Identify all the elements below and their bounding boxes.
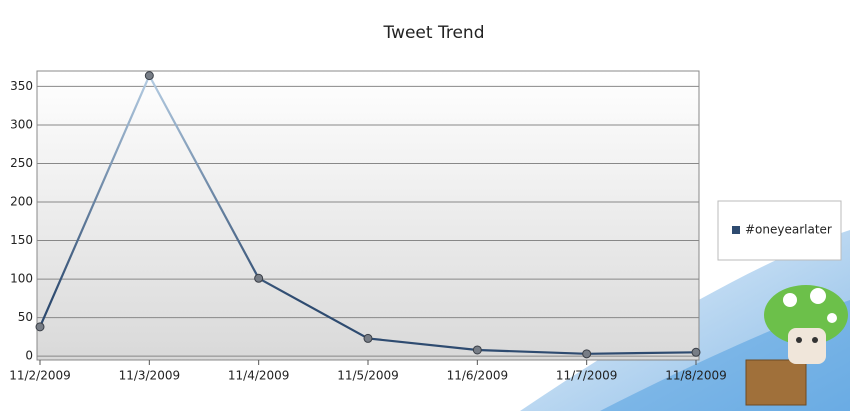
chart-title: Tweet Trend [383, 23, 485, 43]
x-tick-label: 11/7/2009 [556, 369, 618, 383]
x-tick-label: 11/3/2009 [119, 369, 181, 383]
point [691, 347, 701, 357]
legend-marker [732, 226, 740, 234]
y-tick-label: 50 [18, 310, 33, 324]
point [363, 333, 373, 343]
x-tick-label: 11/4/2009 [228, 369, 290, 383]
x-tick-label: 11/6/2009 [447, 369, 509, 383]
y-tick-label: 300 [10, 117, 33, 131]
x-tick-label: 11/2/2009 [9, 369, 71, 383]
y-tick-label: 150 [10, 233, 33, 247]
plot-area [36, 70, 700, 361]
point [35, 322, 45, 332]
point [254, 273, 264, 283]
x-tick-label: 11/5/2009 [337, 369, 399, 383]
y-tick-label: 350 [10, 79, 33, 93]
point [582, 349, 592, 359]
y-tick-label: 250 [10, 156, 33, 170]
y-tick-label: 200 [10, 195, 33, 209]
legend-label: #oneyearlater [745, 223, 832, 237]
y-tick-label: 0 [25, 349, 33, 363]
point [144, 71, 154, 81]
y-tick-label: 100 [10, 272, 33, 286]
mascot [745, 285, 848, 406]
point [472, 345, 482, 355]
legend [717, 200, 842, 261]
x-tick-label: 11/8/2009 [665, 369, 727, 383]
